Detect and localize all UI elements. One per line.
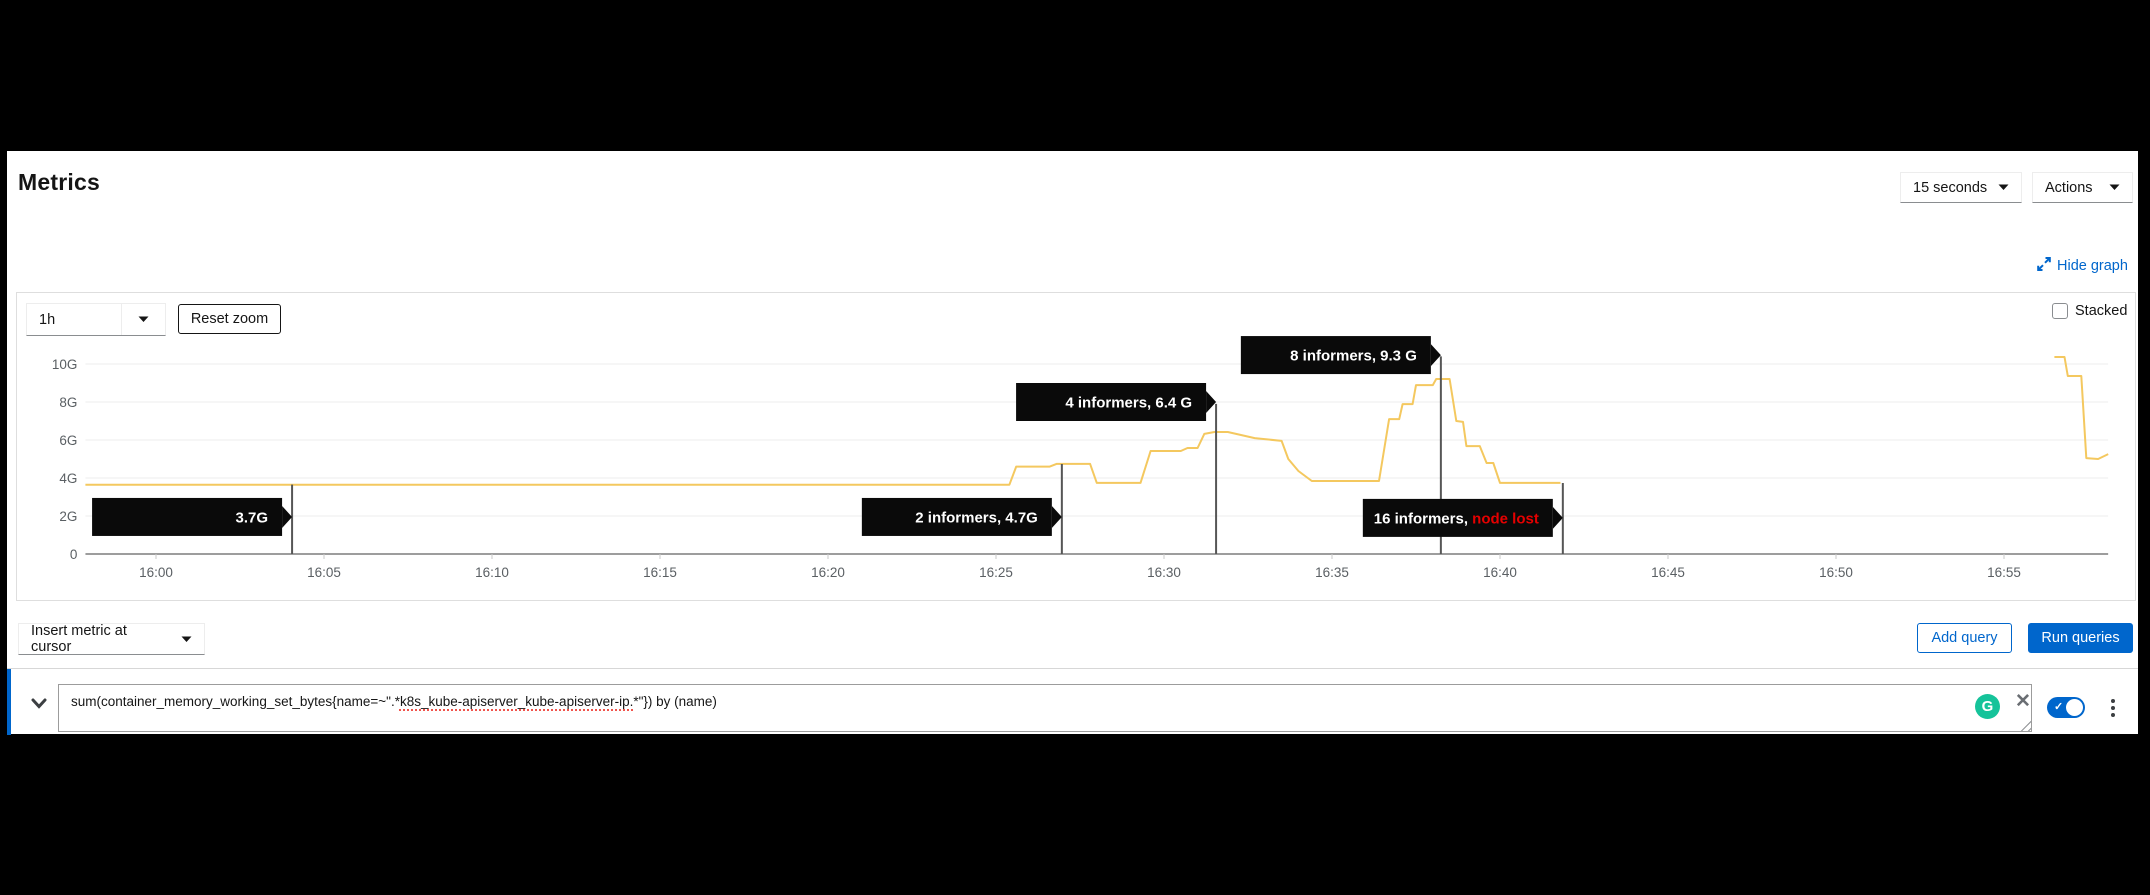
x-axis-tick-label: 16:40	[1483, 565, 1517, 580]
x-axis-tick-label: 16:00	[139, 565, 173, 580]
check-icon: ✓	[2054, 701, 2064, 713]
y-axis-tick-label: 2G	[59, 509, 77, 524]
annotation-callout-arrow	[1430, 344, 1441, 367]
run-queries-button[interactable]: Run queries	[2028, 623, 2133, 653]
stacked-label: Stacked	[2075, 303, 2128, 319]
reset-zoom-button[interactable]: Reset zoom	[178, 304, 281, 334]
annotation-callout	[1016, 383, 1207, 421]
toggle-knob	[2066, 699, 2083, 716]
x-axis-tick-label: 16:15	[643, 565, 677, 580]
insert-metric-dropdown[interactable]: Insert metric at cursor	[18, 623, 205, 655]
query-card: sum(container_memory_working_set_bytes{n…	[7, 668, 2138, 735]
y-axis-tick-label: 6G	[59, 433, 77, 448]
annotation-callout-arrow	[282, 505, 293, 528]
metrics-chart[interactable]: 10G 8G 6G 4G 2G 0 16:00 16:05 16:10 16:15 16:20 16:…	[17, 293, 2137, 602]
graph-panel: 1h Reset zoom Stacked 10G 8G 6G 4G 2G 0 16:00 1…	[16, 292, 2136, 601]
query-collapse-button[interactable]	[27, 694, 51, 714]
query-accent-bar	[7, 669, 11, 735]
annotation-label: 2 informers, 4.7G	[915, 509, 1038, 526]
query-enabled-toggle[interactable]: ✓	[2047, 697, 2085, 718]
y-axis-tick-label: 4G	[59, 471, 77, 486]
chevron-down-icon	[181, 636, 192, 643]
annotation-callout	[1240, 336, 1431, 375]
hide-graph-button[interactable]: Hide graph	[2037, 255, 2137, 277]
poll-interval-select[interactable]: 15 seconds	[1900, 172, 2022, 203]
annotation-callout-arrow	[1206, 391, 1217, 413]
y-axis-tick-label: 10G	[52, 357, 78, 372]
actions-dropdown[interactable]: Actions	[2032, 172, 2133, 203]
query-text-misspelled: k8s_kube-apiserver_kube-apiserver-ip.	[399, 694, 634, 709]
x-axis-tick-label: 16:35	[1315, 565, 1349, 580]
stacked-checkbox[interactable]	[2052, 303, 2068, 319]
insert-metric-label: Insert metric at cursor	[31, 623, 127, 655]
poll-interval-value: 15 seconds	[1913, 179, 1988, 196]
add-query-button[interactable]: Add query	[1917, 623, 2012, 653]
close-icon[interactable]: ✕	[2011, 690, 2035, 714]
series-line	[85, 378, 1561, 486]
query-text-after: *"}) by (name)	[633, 694, 717, 709]
compress-icon	[2037, 257, 2051, 275]
chevron-down-icon	[1998, 184, 2009, 191]
chevron-down-icon	[2109, 184, 2120, 191]
x-axis-tick-label: 16:25	[979, 565, 1013, 580]
series-line	[2054, 356, 2109, 460]
x-axis-tick-label: 16:10	[475, 565, 509, 580]
annotation-callout	[1362, 498, 1553, 537]
x-axis-tick-label: 16:20	[811, 565, 845, 580]
annotation-label: 8 informers, 9.3 G	[1290, 348, 1417, 365]
annotation-callout-arrow	[1051, 505, 1062, 528]
x-axis-tick-label: 16:45	[1651, 565, 1685, 580]
stacked-option[interactable]: Stacked	[2052, 303, 2127, 319]
query-text-before: sum(container_memory_working_set_bytes{n…	[71, 694, 400, 709]
time-span-select[interactable]: 1h	[26, 303, 166, 336]
annotation-callout	[861, 497, 1052, 536]
chevron-down-icon	[121, 304, 165, 335]
annotation-label: 4 informers, 6.4 G	[1065, 395, 1192, 412]
page-title: Metrics	[18, 169, 100, 195]
x-axis-tick-label: 16:30	[1147, 565, 1181, 580]
annotation-callout-arrow	[1552, 506, 1563, 529]
textarea-resize-handle[interactable]	[2019, 719, 2031, 731]
annotation-label: 3.7G	[236, 509, 269, 526]
query-input[interactable]: sum(container_memory_working_set_bytes{n…	[58, 684, 2032, 732]
x-axis-tick-label: 16:05	[307, 565, 341, 580]
annotation-callout	[92, 497, 283, 536]
annotation-label: 16 informers, node lost	[1374, 510, 1539, 527]
actions-label: Actions	[2045, 179, 2093, 196]
grammarly-icon[interactable]: G	[1975, 694, 2000, 719]
y-axis-tick-label: 0	[70, 547, 78, 562]
metrics-page: Metrics 15 seconds Actions Hide graph	[7, 151, 2138, 735]
kebab-menu-icon[interactable]	[2105, 696, 2121, 720]
x-axis-tick-label: 16:55	[1987, 565, 2021, 580]
y-axis-tick-label: 8G	[59, 395, 77, 410]
chevron-down-icon	[31, 697, 47, 712]
hide-graph-label: Hide graph	[2057, 258, 2128, 274]
x-axis-tick-label: 16:50	[1819, 565, 1853, 580]
time-span-value: 1h	[39, 311, 56, 328]
